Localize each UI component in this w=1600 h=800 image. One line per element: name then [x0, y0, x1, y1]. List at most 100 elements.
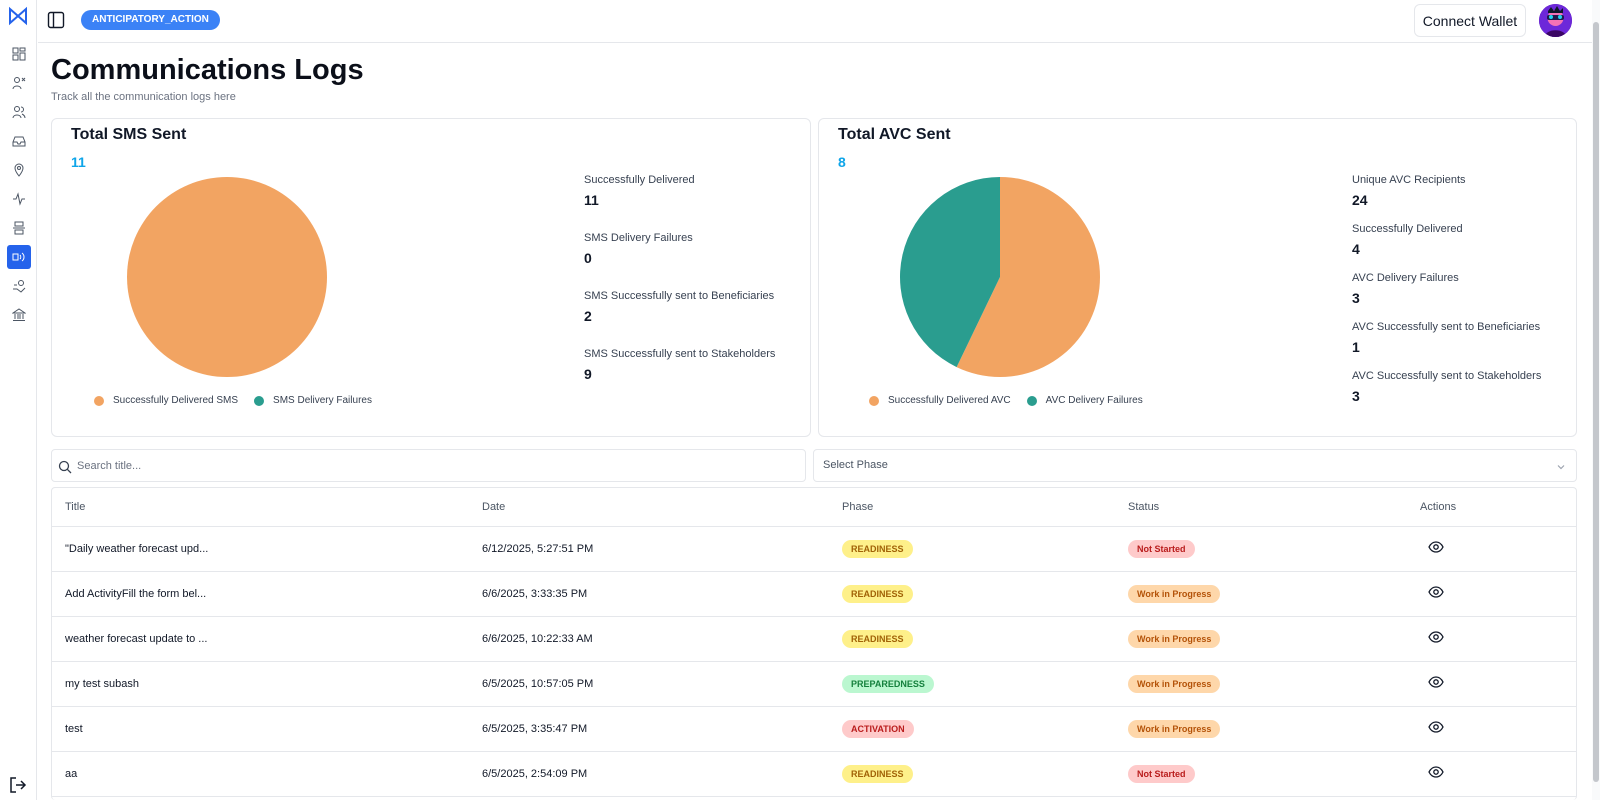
search-box	[51, 449, 806, 482]
sms-legend-item-delivered[interactable]: Successfully Delivered SMS	[94, 395, 238, 406]
phase-badge: PREPAREDNESS	[842, 674, 934, 693]
row-title: Add ActivityFill the form bel...	[52, 571, 482, 617]
row-status-cell: Work in Progress	[1128, 661, 1420, 707]
stat-label: Unique AVC Recipients	[1352, 174, 1466, 186]
sms-card-title: Total SMS Sent	[71, 126, 187, 143]
row-title: test	[52, 706, 482, 752]
column-header-date[interactable]: Date	[482, 488, 842, 527]
column-header-title[interactable]: Title	[52, 488, 482, 527]
sms-stats: Successfully Delivered 11 SMS Delivery Fa…	[584, 174, 775, 382]
connect-wallet-button[interactable]: Connect Wallet	[1414, 4, 1526, 37]
phase-select-value: Select Phase	[823, 459, 888, 471]
search-input[interactable]	[77, 450, 797, 481]
avc-stat-beneficiaries: AVC Successfully sent to Beneficiaries 1	[1352, 321, 1541, 355]
avatar[interactable]	[1539, 4, 1572, 37]
row-title: "Daily weather forecast upd...	[52, 526, 482, 572]
sidebar	[0, 0, 37, 800]
column-header-status[interactable]: Status	[1128, 488, 1420, 527]
phase-select[interactable]: Select Phase	[813, 449, 1577, 482]
sidebar-item-phases[interactable]	[7, 216, 31, 240]
column-header-phase[interactable]: Phase	[842, 488, 1128, 527]
phase-badge: READINESS	[842, 764, 913, 783]
inbox-icon	[12, 136, 26, 147]
stat-value: 24	[1352, 192, 1368, 208]
sms-stat-delivered: Successfully Delivered 11	[584, 174, 775, 208]
stat-value: 3	[1352, 290, 1360, 306]
sidebar-item-bank[interactable]	[7, 303, 31, 327]
row-date: 6/12/2025, 5:27:51 PM	[482, 526, 842, 572]
sidebar-item-inbox[interactable]	[7, 129, 31, 153]
avc-legend-item-failures[interactable]: AVC Delivery Failures	[1026, 395, 1143, 406]
status-badge: Not Started	[1128, 764, 1195, 783]
row-date: 6/5/2025, 3:35:47 PM	[482, 706, 842, 752]
stakeholders-icon	[12, 106, 26, 119]
row-status-cell: Work in Progress	[1128, 706, 1420, 752]
table-row[interactable]: weather forecast update to ... 6/6/2025, …	[52, 616, 1576, 662]
sidebar-item-payout[interactable]	[7, 274, 31, 298]
sms-legend-item-failures[interactable]: SMS Delivery Failures	[254, 395, 372, 406]
legend-label: Successfully Delivered SMS	[113, 395, 239, 406]
avc-stats: Unique AVC Recipients 24 Successfully Del…	[1352, 174, 1541, 404]
avc-pie-slice-avc-delivery-failures[interactable]	[900, 177, 1000, 368]
avc-legend-item-delivered[interactable]: Successfully Delivered AVC	[869, 395, 1011, 406]
row-phase-cell: READINESS	[842, 526, 1128, 572]
stat-value: 2	[584, 308, 592, 324]
stat-value: 9	[584, 366, 592, 382]
stat-label: Successfully Delivered	[584, 174, 695, 186]
avc-stat-unique: Unique AVC Recipients 24	[1352, 174, 1541, 208]
row-phase-cell: READINESS	[842, 751, 1128, 797]
avc-pie-chart	[900, 177, 1100, 377]
view-eye-icon[interactable]	[1428, 629, 1444, 645]
avc-pie-slice-successfully-delivered-avc[interactable]	[956, 177, 1100, 377]
stat-value: 1	[1352, 339, 1360, 355]
view-eye-icon[interactable]	[1428, 584, 1444, 600]
row-actions-cell	[1420, 616, 1576, 662]
legend-label: AVC Delivery Failures	[1045, 395, 1143, 406]
page-scrollbar[interactable]	[1592, 0, 1600, 800]
sms-stat-failures: SMS Delivery Failures 0	[584, 232, 775, 266]
topbar: ANTICIPATORY_ACTION Connect Wallet	[38, 0, 1600, 43]
sidebar-item-dashboard[interactable]	[7, 42, 31, 66]
row-title: weather forecast update to ...	[52, 616, 482, 662]
view-eye-icon[interactable]	[1428, 719, 1444, 735]
sidebar-item-stakeholders[interactable]	[7, 100, 31, 124]
row-date: 6/5/2025, 2:54:09 PM	[482, 751, 842, 797]
table-row[interactable]: my test subash 6/5/2025, 10:57:05 PM PREPA…	[52, 661, 1576, 707]
payout-icon	[13, 280, 26, 293]
stat-label: AVC Delivery Failures	[1352, 272, 1459, 284]
table-row[interactable]: "Daily weather forecast upd... 6/12/2025,…	[52, 526, 1576, 572]
view-eye-icon[interactable]	[1428, 539, 1444, 555]
row-date: 6/6/2025, 3:33:35 PM	[482, 571, 842, 617]
stat-value: 3	[1352, 388, 1360, 404]
phase-badge: ACTIVATION	[842, 719, 914, 738]
scrollbar-thumb[interactable]	[1593, 22, 1599, 782]
view-eye-icon[interactable]	[1428, 674, 1444, 690]
sidebar-item-beneficiaries[interactable]	[7, 71, 31, 95]
table-row[interactable]: Add ActivityFill the form bel... 6/6/2025…	[52, 571, 1576, 617]
avc-legend: Successfully Delivered AVC AVC Delivery …	[869, 395, 1159, 406]
activity-icon	[13, 192, 25, 206]
sidebar-item-location[interactable]	[7, 158, 31, 182]
status-badge: Work in Progress	[1128, 674, 1221, 693]
sms-pie-slice-successfully-delivered-sms[interactable]	[127, 177, 327, 377]
row-title: aa	[52, 751, 482, 797]
view-eye-icon[interactable]	[1428, 764, 1444, 780]
page-title: Communications Logs	[51, 54, 364, 86]
row-actions-cell	[1420, 751, 1576, 797]
logout-icon[interactable]	[9, 776, 27, 794]
table-row[interactable]: test 6/5/2025, 3:35:47 PM ACTIVATION Work i…	[52, 706, 1576, 752]
sidebar-toggle-icon[interactable]	[47, 11, 65, 29]
bank-icon	[12, 308, 26, 321]
project-badge[interactable]: ANTICIPATORY_ACTION	[81, 10, 220, 30]
table-header-row: Title Date Phase Status Actions	[52, 488, 1576, 527]
app-logo-icon[interactable]	[8, 6, 28, 26]
sidebar-item-activity[interactable]	[7, 187, 31, 211]
avatar-image-icon	[1539, 4, 1572, 37]
table-row[interactable]: aa 6/5/2025, 2:54:09 PM READINESS Not Start…	[52, 751, 1576, 797]
avc-card: Total AVC Sent 8 Successfully Delivered …	[818, 118, 1577, 437]
avc-stat-stakeholders: AVC Successfully sent to Stakeholders 3	[1352, 370, 1541, 404]
row-status-cell: Not Started	[1128, 751, 1420, 797]
legend-dot-icon	[254, 395, 265, 406]
chevron-down-icon	[1557, 465, 1565, 470]
sidebar-item-communications[interactable]	[7, 245, 31, 269]
